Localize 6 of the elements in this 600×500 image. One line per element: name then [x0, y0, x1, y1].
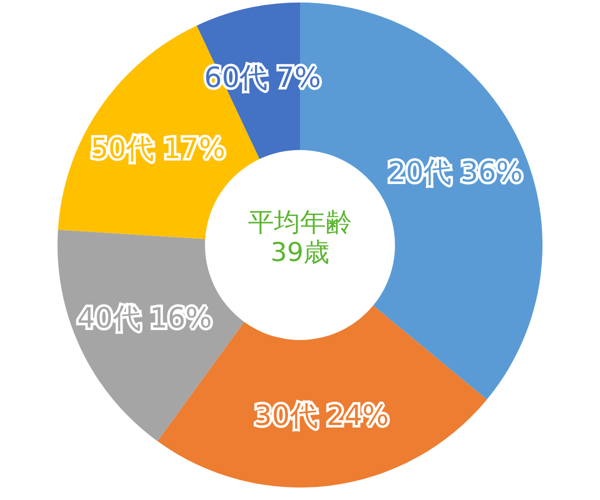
- slice-label: 20代 36%: [388, 155, 523, 188]
- text: 39歳: [270, 238, 330, 268]
- slice-label: 30代 24%: [254, 398, 389, 432]
- slice-label: 40代 16%: [77, 302, 212, 335]
- slice-label: 50代 17%: [90, 132, 226, 165]
- text: 平均年齢: [248, 208, 352, 238]
